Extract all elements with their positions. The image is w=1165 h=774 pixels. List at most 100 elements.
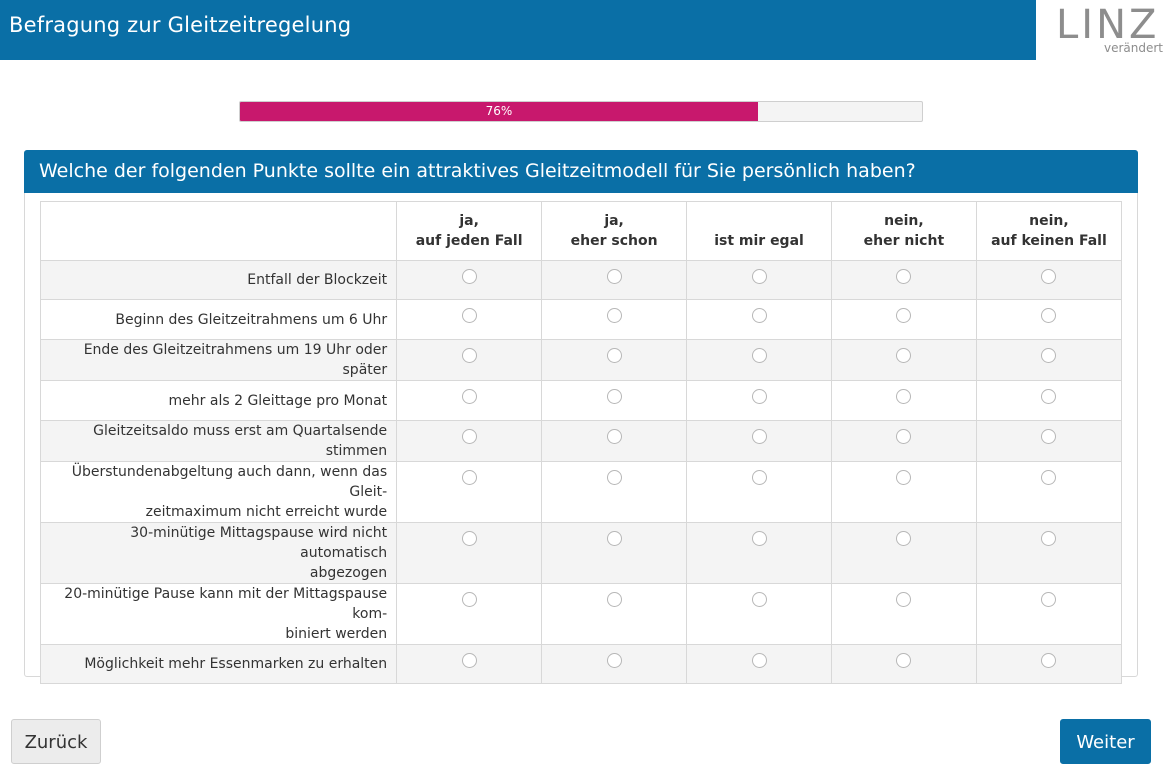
radio-button[interactable] <box>461 308 477 323</box>
radio-button[interactable] <box>896 470 912 485</box>
radio-button[interactable] <box>606 348 622 363</box>
radio-button[interactable] <box>751 308 767 323</box>
radio-button[interactable] <box>751 269 767 284</box>
radio-button[interactable] <box>1041 308 1057 323</box>
row-label-line2: zeitmaximum nicht erreicht wurde <box>145 504 388 520</box>
row-label-line2: biniert werden <box>285 626 388 642</box>
row-label-line2: abgezogen <box>309 565 388 581</box>
radio-button[interactable] <box>751 592 767 607</box>
linz-logo: LINZ verändert <box>1036 0 1165 60</box>
answer-cell <box>541 583 688 645</box>
column-header: nein, eher nicht <box>830 201 977 261</box>
row-label: Entfall der Blockzeit <box>39 260 398 300</box>
answer-cell <box>686 299 832 340</box>
radio-button[interactable] <box>896 592 912 607</box>
row-label-line1: Gleitzeitsaldo muss erst am Quartalsende… <box>93 423 388 459</box>
answer-cell <box>396 299 543 340</box>
next-button[interactable]: Weiter <box>1060 719 1151 764</box>
radio-button[interactable] <box>461 269 477 284</box>
radio-button[interactable] <box>1041 592 1057 607</box>
matrix-row: Überstundenabgeltung auch dann, wenn das… <box>39 461 1123 523</box>
survey-title: Befragung zur Gleitzeitregelung <box>9 13 352 37</box>
progress-bar: 76% <box>239 101 923 122</box>
answer-cell <box>830 380 977 421</box>
radio-button[interactable] <box>461 429 477 444</box>
radio-button[interactable] <box>751 531 767 546</box>
radio-button[interactable] <box>606 389 622 404</box>
answer-cell <box>975 644 1123 684</box>
radio-button[interactable] <box>896 389 912 404</box>
radio-button[interactable] <box>896 269 912 284</box>
radio-button[interactable] <box>896 653 912 668</box>
radio-button[interactable] <box>751 348 767 363</box>
answer-cell <box>396 339 543 381</box>
radio-button[interactable] <box>606 592 622 607</box>
answer-cell <box>396 260 543 300</box>
answer-cell <box>830 461 977 523</box>
answer-cell <box>830 260 977 300</box>
radio-button[interactable] <box>461 531 477 546</box>
row-label: 30-minütige Mittagspause wird nicht auto… <box>39 522 398 584</box>
radio-button[interactable] <box>461 470 477 485</box>
row-label: Ende des Gleitzeitrahmens um 19 Uhr oder… <box>39 339 398 381</box>
answer-cell <box>975 380 1123 421</box>
answer-cell <box>396 461 543 523</box>
column-header: ist mir egal <box>686 201 832 261</box>
radio-button[interactable] <box>606 308 622 323</box>
back-button[interactable]: Zurück <box>11 719 101 764</box>
column-header-line1: nein, <box>884 213 924 229</box>
answer-cell <box>830 583 977 645</box>
radio-button[interactable] <box>751 653 767 668</box>
radio-button[interactable] <box>1041 429 1057 444</box>
answer-cell <box>686 260 832 300</box>
radio-button[interactable] <box>461 592 477 607</box>
matrix-row: 20-minütige Pause kann mit der Mittagspa… <box>39 583 1123 645</box>
column-header: ja, eher schon <box>541 201 688 261</box>
answer-cell <box>541 522 688 584</box>
answer-cell <box>975 299 1123 340</box>
answer-cell <box>541 644 688 684</box>
column-header-line1: ja, <box>604 213 624 229</box>
radio-button[interactable] <box>606 470 622 485</box>
radio-button[interactable] <box>606 269 622 284</box>
row-label-line1: Ende des Gleitzeitrahmens um 19 Uhr oder… <box>83 342 388 378</box>
radio-button[interactable] <box>896 308 912 323</box>
radio-button[interactable] <box>461 653 477 668</box>
answer-cell <box>975 420 1123 462</box>
radio-button[interactable] <box>1041 348 1057 363</box>
logo-tagline: verändert <box>1104 41 1164 55</box>
question-header: Welche der folgenden Punkte sollte ein a… <box>24 150 1138 193</box>
radio-button[interactable] <box>896 531 912 546</box>
row-label: 20-minütige Pause kann mit der Mittagspa… <box>39 583 398 645</box>
answer-cell <box>686 339 832 381</box>
answer-cell <box>686 522 832 584</box>
answer-cell <box>396 420 543 462</box>
radio-button[interactable] <box>606 429 622 444</box>
radio-button[interactable] <box>1041 269 1057 284</box>
radio-button[interactable] <box>1041 470 1057 485</box>
radio-button[interactable] <box>606 653 622 668</box>
answer-cell <box>830 420 977 462</box>
radio-button[interactable] <box>461 389 477 404</box>
answer-cell <box>975 522 1123 584</box>
radio-button[interactable] <box>461 348 477 363</box>
radio-button[interactable] <box>751 389 767 404</box>
radio-button[interactable] <box>751 429 767 444</box>
row-label: Beginn des Gleitzeitrahmens um 6 Uhr <box>39 299 398 340</box>
radio-button[interactable] <box>606 531 622 546</box>
radio-button[interactable] <box>1041 531 1057 546</box>
column-header-line1: nein, <box>1029 213 1069 229</box>
radio-button[interactable] <box>896 348 912 363</box>
question-panel: Welche der folgenden Punkte sollte ein a… <box>24 150 1138 684</box>
radio-button[interactable] <box>896 429 912 444</box>
matrix-row: Gleitzeitsaldo muss erst am Quartalsende… <box>39 420 1123 462</box>
row-label-line1: mehr als 2 Gleittage pro Monat <box>168 392 388 409</box>
answer-cell <box>541 420 688 462</box>
radio-button[interactable] <box>1041 653 1057 668</box>
header-bar: Befragung zur Gleitzeitregelung LINZ ver… <box>0 0 1165 60</box>
logo-wordmark: LINZ <box>1056 2 1160 48</box>
radio-button[interactable] <box>751 470 767 485</box>
column-header-line2: auf jeden Fall <box>415 233 523 249</box>
radio-button[interactable] <box>1041 389 1057 404</box>
row-label-line1: Beginn des Gleitzeitrahmens um 6 Uhr <box>115 311 388 328</box>
